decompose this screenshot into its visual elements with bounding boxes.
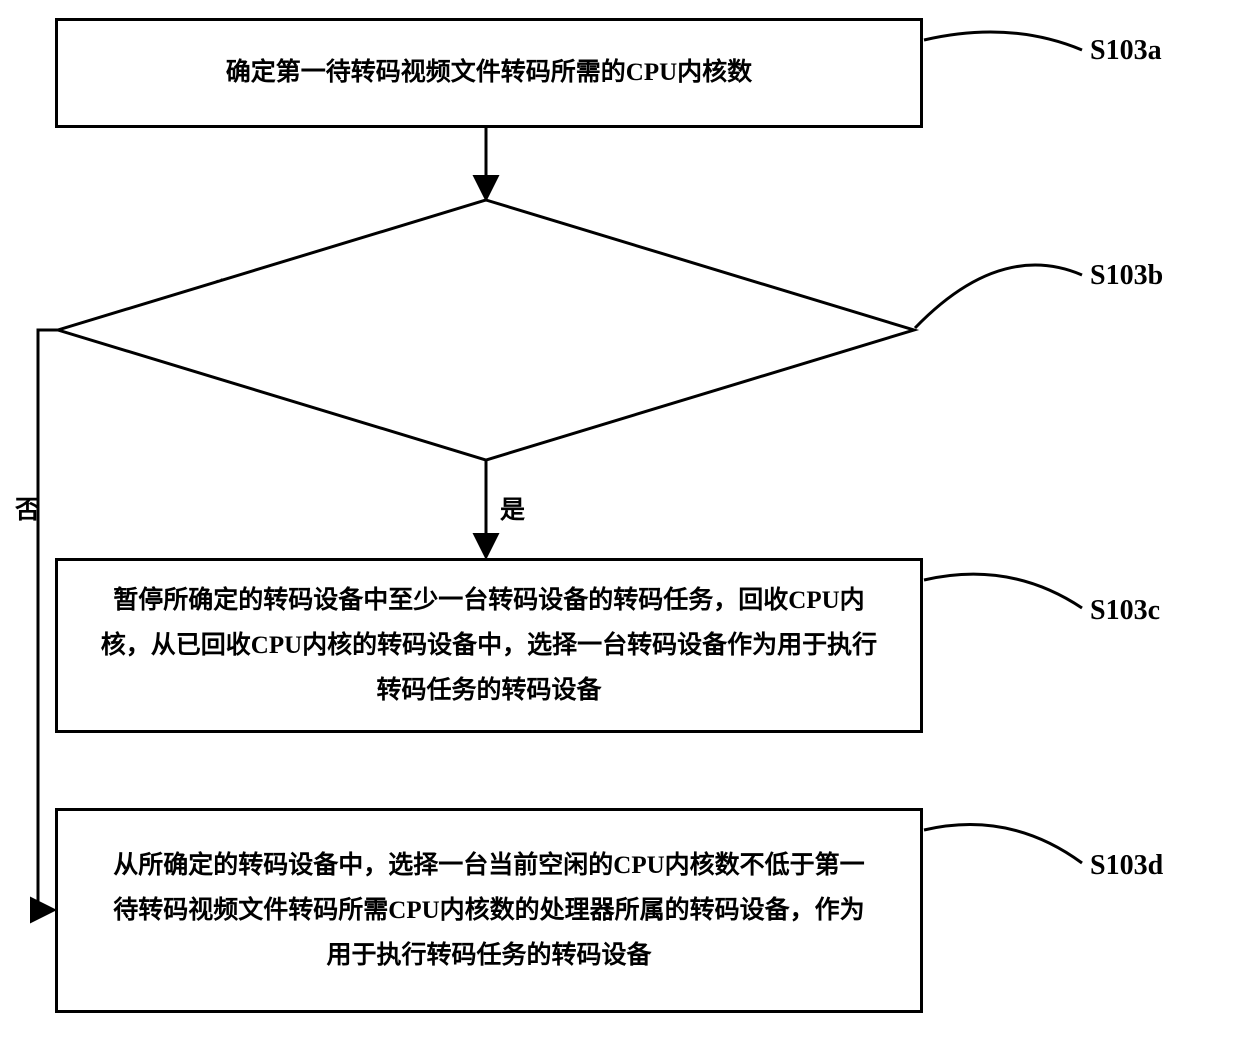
label-s103a: S103a	[1090, 35, 1162, 67]
connector-s103d	[924, 825, 1082, 863]
node-s103a: 确定第一待转码视频文件转码所需的CPU内核数	[55, 18, 923, 128]
label-s103b: S103b	[1090, 260, 1163, 292]
label-s103d: S103d	[1090, 850, 1163, 882]
connector-s103a	[924, 32, 1082, 50]
node-s103c: 暂停所确定的转码设备中至少一台转码设备的转码任务，回收CPU内核，从已回收CPU…	[55, 558, 923, 733]
label-s103c: S103c	[1090, 595, 1160, 627]
node-s103a-text: 确定第一待转码视频文件转码所需的CPU内核数	[226, 54, 752, 92]
node-s103b-textbox: 判断所确定的各转码设备的处理器当前空闲的CPU内核数是否均小于第一待转码视频文件…	[210, 252, 770, 412]
node-s103c-text: 暂停所确定的转码设备中至少一台转码设备的转码任务，回收CPU内核，从已回收CPU…	[93, 578, 885, 713]
node-s103d: 从所确定的转码设备中，选择一台当前空闲的CPU内核数不低于第一待转码视频文件转码…	[55, 808, 923, 1013]
connector-s103c	[924, 574, 1082, 608]
node-s103d-text: 从所确定的转码设备中，选择一台当前空闲的CPU内核数不低于第一待转码视频文件转码…	[113, 843, 865, 978]
connector-s103b	[915, 265, 1082, 328]
node-s103b-text: 判断所确定的各转码设备的处理器当前空闲的CPU内核数是否均小于第一待转码视频文件…	[210, 274, 770, 390]
edge-label-yes: 是	[500, 490, 525, 526]
edge-label-no: 否	[15, 490, 40, 526]
